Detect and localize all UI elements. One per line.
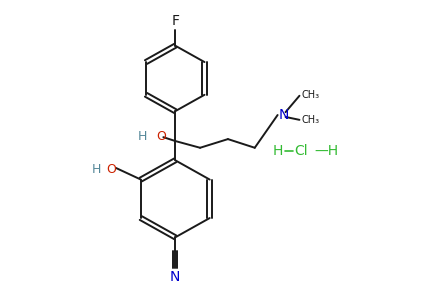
Text: Cl: Cl: [294, 144, 307, 158]
Text: H: H: [138, 130, 147, 143]
Text: N: N: [278, 108, 288, 122]
Text: O: O: [106, 163, 116, 177]
Text: —H: —H: [313, 144, 338, 158]
Text: CH₃: CH₃: [301, 115, 319, 125]
Text: F: F: [171, 14, 179, 28]
Text: H: H: [272, 144, 282, 158]
Text: CH₃: CH₃: [301, 90, 319, 100]
Text: H: H: [92, 163, 101, 177]
Text: O: O: [156, 130, 166, 143]
Text: N: N: [170, 270, 180, 284]
